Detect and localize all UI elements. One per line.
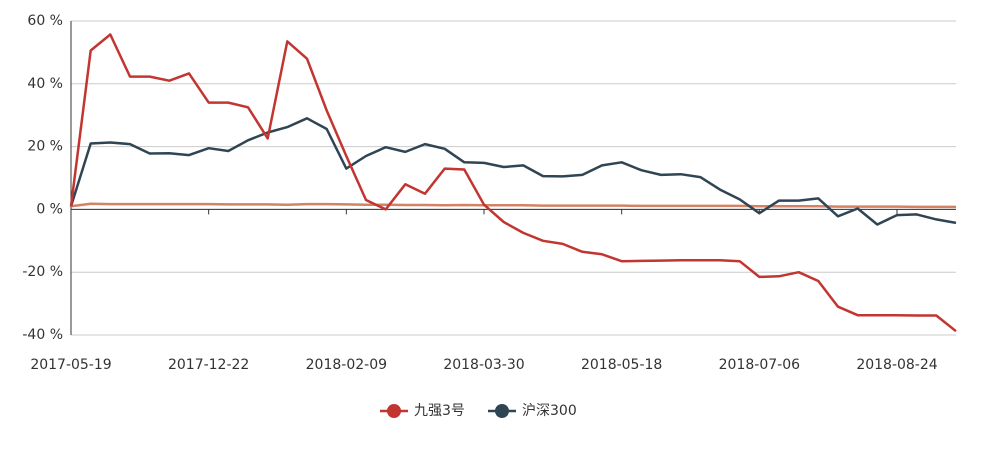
x-tick-label: 2018-02-09 xyxy=(306,357,387,373)
y-tick-label: 0 % xyxy=(36,201,63,217)
legend-marker xyxy=(495,404,509,418)
x-tick-label: 2018-03-30 xyxy=(443,357,524,373)
x-tick-label: 2018-05-18 xyxy=(581,357,662,373)
y-tick-label: -40 % xyxy=(22,327,63,343)
y-tick-label: -20 % xyxy=(22,264,63,280)
legend-marker xyxy=(387,404,401,418)
series-line xyxy=(70,202,956,209)
x-tick-label: 2018-07-06 xyxy=(719,357,800,373)
x-tick-label: 2018-08-24 xyxy=(856,357,937,373)
y-tick-label: 60 % xyxy=(27,13,63,29)
legend-label: 九强3号 xyxy=(414,403,465,419)
series-line xyxy=(69,117,957,226)
legend-label: 沪深300 xyxy=(522,403,577,419)
y-tick-label: 40 % xyxy=(27,76,63,92)
series-line xyxy=(69,33,957,333)
x-tick-label: 2017-05-19 xyxy=(30,357,111,373)
x-tick-label: 2017-12-22 xyxy=(168,357,249,373)
y-tick-label: 20 % xyxy=(27,139,63,155)
